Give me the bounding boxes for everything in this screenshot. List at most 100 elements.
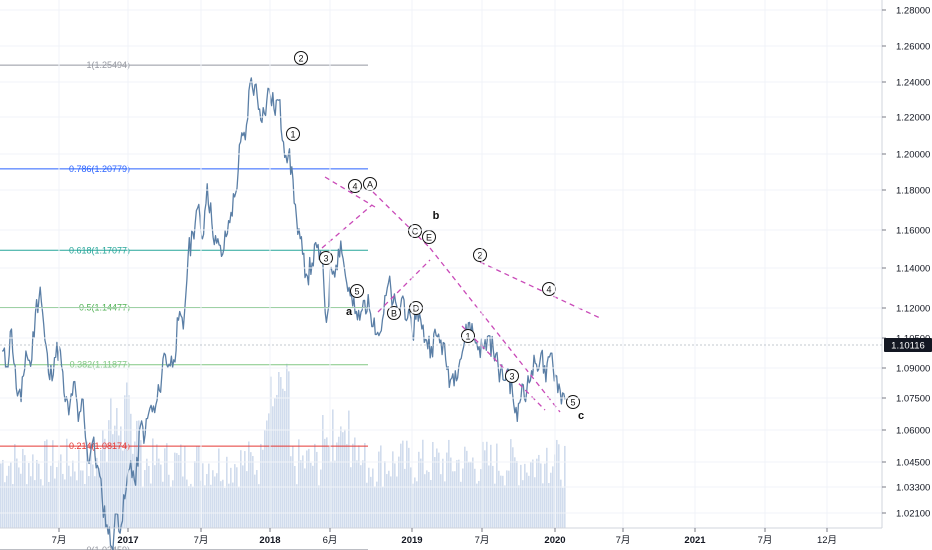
volume-bar (374, 486, 376, 528)
volume-bar (74, 471, 76, 528)
volume-bar (40, 479, 42, 528)
volume-bar (314, 443, 316, 528)
volume-bar (202, 463, 204, 528)
volume-bar (348, 410, 350, 528)
y-tick-label: 1.12000 (896, 304, 930, 315)
volume-bar (156, 444, 158, 528)
volume-bar (516, 460, 518, 528)
volume-bar (222, 479, 224, 528)
wave-label: 3 (509, 372, 514, 382)
x-tick-label: 7月 (194, 535, 209, 546)
volume-bar (62, 473, 64, 528)
volume-bar (34, 480, 36, 528)
last-price-badge (884, 338, 932, 352)
volume-bar (352, 443, 354, 528)
wave-label: E (426, 233, 432, 243)
volume-bar (168, 474, 170, 528)
volume-bar (546, 447, 548, 528)
volume-bar (330, 461, 332, 528)
wave-label: B (391, 309, 397, 319)
volume-bar (8, 465, 10, 528)
volume-bar (56, 467, 58, 528)
volume-bar (394, 463, 396, 528)
volume-bar (214, 476, 216, 528)
volume-bar (2, 459, 4, 528)
volume-bar (414, 477, 416, 528)
volume-bar (420, 458, 422, 528)
volume-bar (88, 476, 90, 528)
volume-bar (46, 439, 48, 528)
volume-bar (378, 451, 380, 528)
volume-histogram (0, 363, 566, 528)
volume-bar (496, 443, 498, 528)
volume-bar (324, 438, 326, 528)
volume-bar (442, 458, 444, 528)
volume-bar (118, 435, 120, 528)
volume-bar (296, 484, 298, 528)
volume-bar (212, 470, 214, 528)
volume-bar (476, 483, 478, 528)
volume-bar (92, 464, 94, 528)
wave-label-circle (294, 51, 308, 65)
volume-bar (132, 453, 134, 528)
volume-bar (114, 425, 116, 528)
volume-bar (48, 481, 50, 528)
volume-bar (438, 452, 440, 528)
volume-bar (462, 468, 464, 528)
volume-bar (188, 486, 190, 528)
volume-bar (426, 470, 428, 528)
volume-bar (232, 482, 234, 528)
wave-label: 3 (323, 254, 328, 264)
volume-bar (28, 463, 30, 528)
volume-bar (504, 485, 506, 528)
wave-label: 4 (352, 182, 357, 192)
volume-bar (310, 462, 312, 528)
volume-bar (270, 376, 272, 528)
volume-bar (108, 420, 110, 528)
volume-bar (230, 467, 232, 528)
wave-label: 5 (354, 287, 359, 297)
wave-label: 1 (290, 130, 295, 140)
volume-bar (178, 454, 180, 528)
volume-bar (490, 444, 492, 528)
volume-bar (550, 472, 552, 528)
wave-label-circle (387, 306, 401, 320)
wave-label-circle (461, 329, 475, 343)
volume-bar (528, 475, 530, 528)
volume-bar (422, 439, 424, 528)
x-tick-label: 2017 (117, 535, 138, 546)
volume-bar (396, 476, 398, 528)
volume-bar (294, 465, 296, 528)
volume-bar (502, 475, 504, 528)
volume-bar (236, 467, 238, 528)
fib-level-label: 0.618(1.17077) (69, 245, 130, 255)
fib-level-label: 0.382(1.11877) (70, 360, 130, 370)
volume-bar (370, 476, 372, 528)
volume-bar (24, 455, 26, 528)
volume-bar (334, 460, 336, 528)
volume-bar (228, 483, 230, 528)
x-tick-label: 7月 (758, 535, 773, 546)
volume-bar (194, 461, 196, 528)
volume-bar (142, 487, 144, 528)
volume-bar (274, 398, 276, 528)
volume-bar (172, 480, 174, 528)
volume-bar (120, 426, 122, 528)
volume-bar (176, 453, 178, 528)
volume-bar (540, 463, 542, 528)
volume-bar (340, 426, 342, 528)
volume-bar (498, 470, 500, 528)
volume-bar (36, 459, 38, 528)
volume-bar (216, 473, 218, 528)
x-tick-label: 2021 (684, 535, 706, 546)
volume-bar (432, 441, 434, 528)
volume-bar (444, 481, 446, 528)
volume-bar (474, 468, 476, 528)
volume-bar (18, 467, 20, 528)
x-tick-label: 12月 (817, 535, 837, 546)
volume-bar (148, 465, 150, 528)
volume-bar (180, 444, 182, 528)
trend-channel-lines[interactable] (321, 176, 601, 413)
